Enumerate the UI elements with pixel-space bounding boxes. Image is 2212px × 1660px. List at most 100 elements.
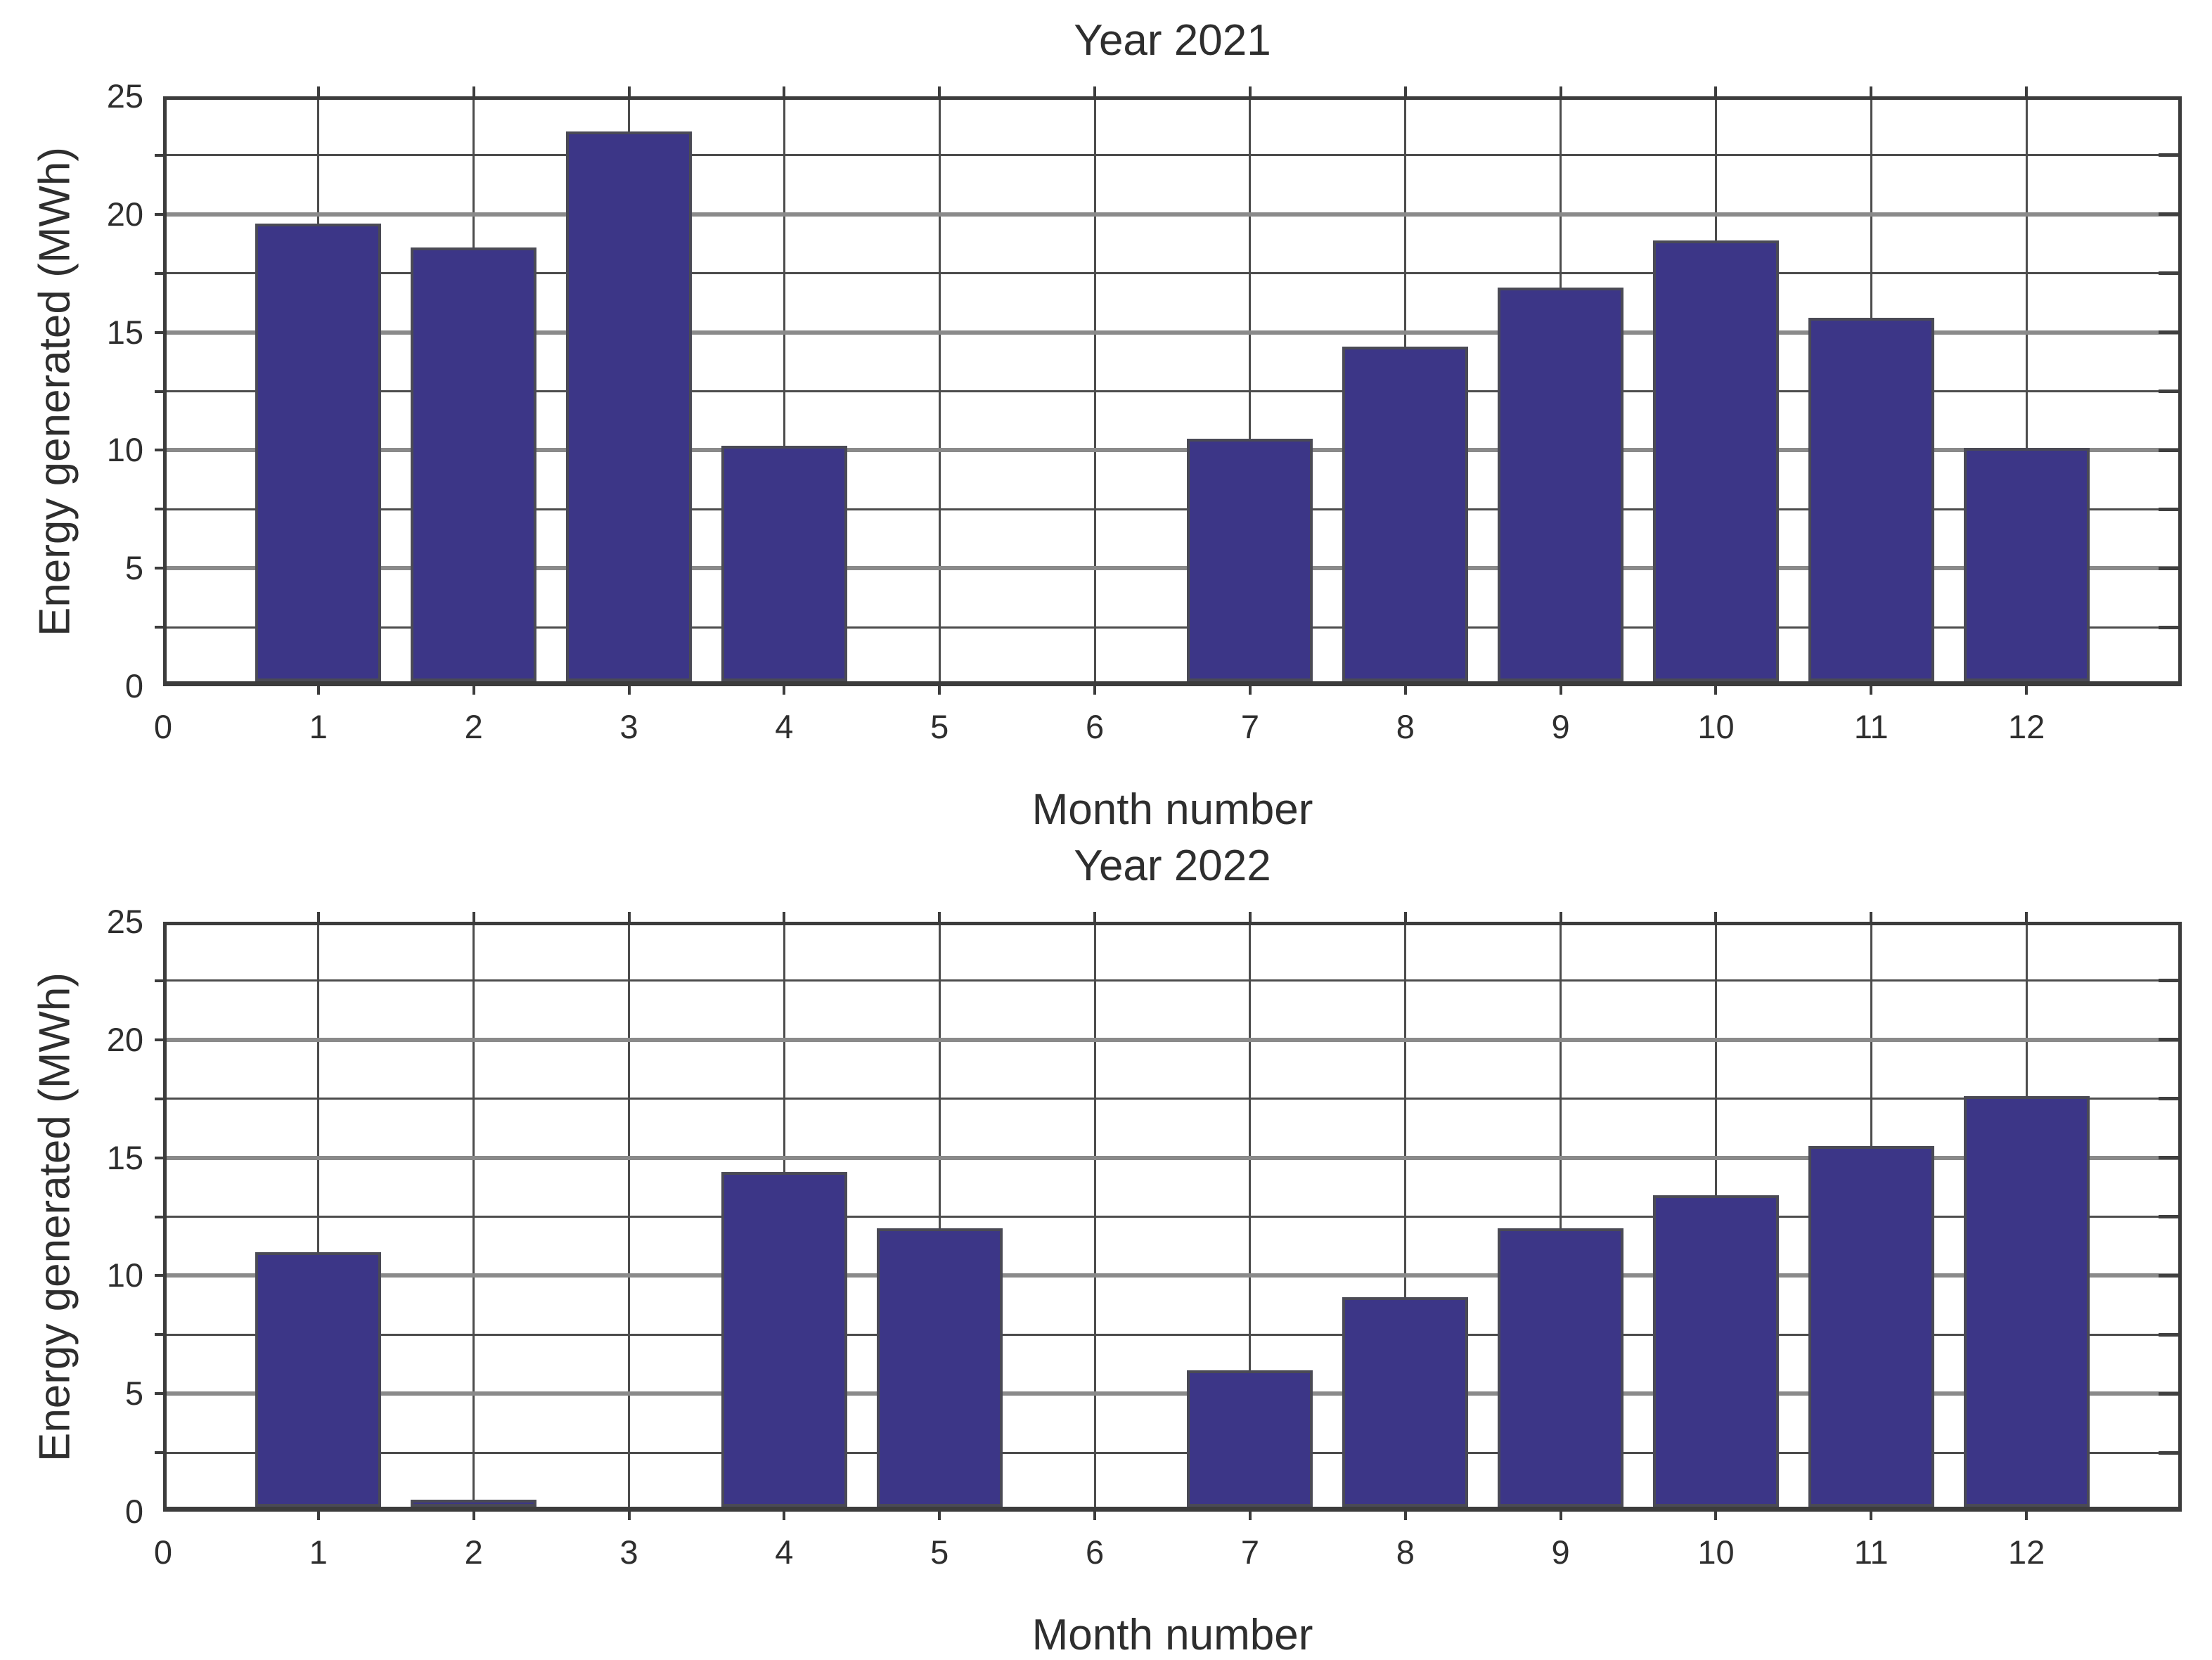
- bar-month-8: [1342, 1297, 1469, 1507]
- y-axis-label-2021: Energy generated (MWh): [30, 146, 79, 636]
- y-tick-label-25: 25: [106, 77, 143, 115]
- gridline-y-minor-17.5: [167, 1098, 2178, 1100]
- left-tick-2.5: [155, 626, 163, 629]
- x-tick-label-7: 7: [1240, 1533, 1259, 1571]
- left-tick-15: [155, 330, 163, 334]
- bar-month-10: [1653, 1195, 1779, 1507]
- left-tick-5: [155, 1392, 163, 1396]
- y-tick-label-25: 25: [106, 903, 143, 940]
- top-tick-month-3: [627, 912, 631, 922]
- x-tick-label-3: 3: [619, 1533, 638, 1571]
- bottom-tick-month-2: [472, 686, 475, 695]
- x-tick-label-11: 11: [1853, 708, 1889, 745]
- bar-month-1: [255, 224, 382, 681]
- bottom-tick-month-9: [1559, 1512, 1562, 1520]
- x-tick-label-12: 12: [2008, 1533, 2045, 1571]
- bar-month-11: [1808, 318, 1934, 681]
- y-tick-label-15: 15: [106, 1138, 143, 1176]
- top-tick-month-10: [1714, 912, 1718, 922]
- top-tick-month-11: [1870, 912, 1873, 922]
- top-tick-month-6: [1093, 86, 1097, 96]
- left-tick-17.5: [155, 271, 163, 275]
- top-tick-month-9: [1559, 912, 1562, 922]
- y-tick-label-10: 10: [106, 1256, 143, 1294]
- gridline-y-major-10: [167, 1273, 2178, 1278]
- bottom-tick-month-1: [316, 686, 320, 695]
- x-tick-label-0: 0: [153, 1533, 173, 1571]
- bar-month-9: [1498, 287, 1624, 681]
- gridline-y-major-20: [167, 212, 2178, 217]
- left-tick-10: [155, 1274, 163, 1278]
- right-tick-7.5: [2159, 1332, 2178, 1337]
- gridline-month-10: [1714, 100, 1717, 681]
- gridline-month-11: [1870, 925, 1872, 1507]
- bottom-tick-month-10: [1714, 1512, 1718, 1520]
- bottom-tick-month-8: [1403, 1512, 1407, 1520]
- bar-month-4: [721, 1171, 847, 1507]
- right-tick-22.5: [2159, 979, 2178, 983]
- gridline-y-major-5: [167, 1391, 2178, 1396]
- bottom-tick-month-6: [1093, 1512, 1097, 1520]
- gridline-y-minor-7.5: [167, 1333, 2178, 1336]
- gridline-y-minor-17.5: [167, 272, 2178, 275]
- bottom-tick-month-3: [627, 1512, 631, 1520]
- bottom-tick-month-3: [627, 686, 631, 695]
- x-axis-label-2022: Month number: [1031, 1611, 1313, 1659]
- bar-month-1: [255, 1252, 382, 1507]
- gridline-month-4: [783, 925, 785, 1507]
- bottom-tick-month-12: [2025, 1512, 2028, 1520]
- top-tick-month-7: [1248, 86, 1252, 96]
- top-tick-month-3: [627, 86, 631, 96]
- x-tick-label-2: 2: [464, 708, 483, 745]
- left-tick-2.5: [155, 1451, 163, 1455]
- right-tick-15: [2159, 330, 2178, 335]
- right-tick-22.5: [2159, 153, 2178, 157]
- top-tick-month-6: [1093, 912, 1097, 922]
- gridline-y-major-15: [167, 1155, 2178, 1160]
- left-tick-10: [155, 449, 163, 452]
- gridline-month-7: [1249, 925, 1252, 1507]
- bar-month-3: [566, 131, 692, 681]
- left-tick-7.5: [155, 1333, 163, 1337]
- bottom-tick-month-11: [1870, 686, 1873, 695]
- x-tick-label-6: 6: [1085, 1533, 1105, 1571]
- bar-month-2: [411, 247, 537, 681]
- chart-title-2022: Year 2022: [1074, 842, 1271, 890]
- top-tick-month-1: [316, 912, 320, 922]
- bar-month-9: [1498, 1228, 1624, 1507]
- bottom-tick-month-1: [316, 1512, 320, 1520]
- bar-month-11: [1808, 1145, 1934, 1507]
- x-axis-label-2021: Month number: [1031, 785, 1313, 834]
- top-tick-month-12: [2025, 912, 2028, 922]
- plot-area-2021: [163, 96, 2182, 686]
- gridline-y-minor-12.5: [167, 390, 2178, 392]
- x-tick-label-0: 0: [153, 708, 173, 745]
- right-tick-2.5: [2159, 1450, 2178, 1455]
- gridline-month-3: [628, 100, 631, 681]
- right-tick-15: [2159, 1156, 2178, 1160]
- x-tick-label-6: 6: [1085, 708, 1105, 745]
- gridline-y-major-15: [167, 330, 2178, 335]
- gridline-month-1: [317, 100, 320, 681]
- y-axis-label-2022: Energy generated (MWh): [30, 972, 79, 1462]
- x-tick-label-12: 12: [2008, 708, 2045, 745]
- x-tick-label-8: 8: [1396, 708, 1415, 745]
- x-tick-label-9: 9: [1551, 1533, 1570, 1571]
- x-tick-label-1: 1: [309, 708, 328, 745]
- bottom-tick-month-9: [1559, 686, 1562, 695]
- x-tick-label-4: 4: [775, 708, 794, 745]
- left-tick-22.5: [155, 153, 163, 157]
- right-tick-20: [2159, 212, 2178, 217]
- bottom-tick-month-5: [938, 1512, 941, 1520]
- gridline-month-11: [1870, 100, 1872, 681]
- right-tick-12.5: [2159, 1215, 2178, 1218]
- x-tick-label-5: 5: [930, 708, 949, 745]
- right-tick-20: [2159, 1038, 2178, 1042]
- y-tick-label-20: 20: [106, 1020, 143, 1058]
- bottom-tick-month-5: [938, 686, 941, 695]
- gridline-month-6: [1093, 925, 1096, 1507]
- left-tick-12.5: [155, 1215, 163, 1218]
- gridline-month-4: [783, 100, 785, 681]
- bar-month-12: [1963, 448, 2090, 681]
